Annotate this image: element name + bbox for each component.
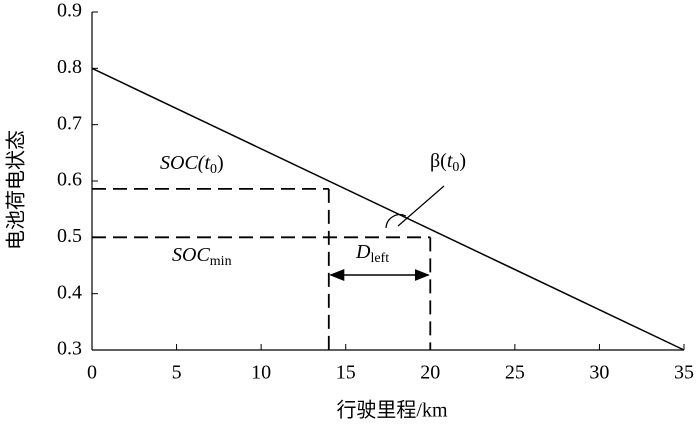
y-axis-label: 电池荷电状态 — [5, 130, 28, 250]
y-tick-label: 0.8 — [57, 56, 82, 78]
data-line — [91, 67, 685, 351]
x-tick-label: 25 — [505, 362, 525, 384]
annotation-part: β( — [430, 150, 447, 172]
annotation-part: min — [210, 254, 232, 269]
x-tick-label: 35 — [674, 362, 694, 384]
x-axis-label: 行驶里程/km — [336, 399, 448, 422]
annotation-part: ) — [217, 152, 224, 174]
angle-pointer — [397, 185, 445, 227]
y-tick-label: 0.4 — [57, 281, 82, 303]
x-tick-label: 0 — [87, 362, 97, 384]
annotation-part: SOC — [172, 244, 210, 266]
annotation: Dleft — [355, 241, 389, 267]
annotation-part: D — [355, 241, 371, 263]
y-tick-label: 0.6 — [57, 169, 82, 191]
x-tick-label: 10 — [251, 362, 271, 384]
annotation-part: 0 — [210, 162, 217, 177]
annotation-part: t — [204, 152, 210, 174]
y-tick-label: 0.9 — [57, 0, 82, 22]
angle-arc — [385, 214, 407, 229]
annotation: β(t0) — [430, 150, 466, 176]
annotation-part: t — [447, 150, 453, 172]
x-tick-label: 15 — [336, 362, 356, 384]
annotation-part: SOC( — [160, 152, 206, 174]
annotation: SOC(t0) — [160, 152, 224, 178]
y-tick-label: 0.5 — [57, 225, 82, 247]
annotation-part: ) — [459, 150, 466, 172]
y-tick-label: 0.3 — [57, 338, 82, 360]
annotation: SOCmin — [172, 244, 232, 270]
annotation-part: left — [370, 251, 389, 266]
y-tick-label: 0.7 — [57, 112, 82, 134]
x-tick-label: 30 — [589, 362, 609, 384]
x-tick-label: 20 — [420, 362, 440, 384]
x-tick-label: 5 — [172, 362, 182, 384]
annotation-part: 0 — [452, 160, 459, 175]
